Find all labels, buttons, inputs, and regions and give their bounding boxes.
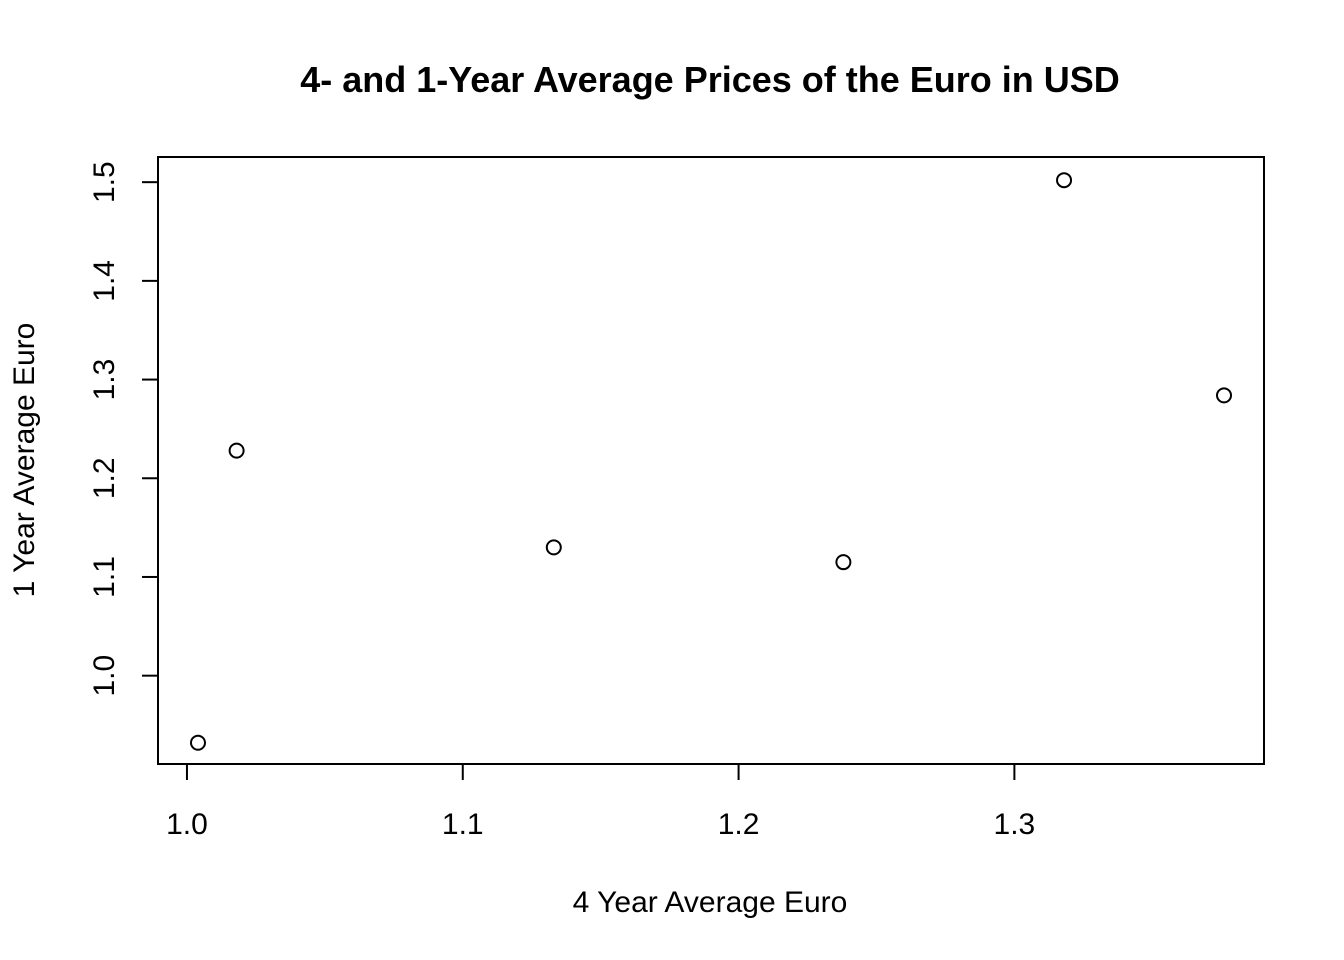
data-point — [545, 539, 562, 556]
data-point — [835, 554, 852, 571]
x-axis-label: 4 Year Average Euro — [573, 886, 848, 919]
y-tick-label: 1.4 — [88, 260, 121, 302]
x-tick-label: 1.1 — [442, 808, 484, 841]
y-tick-label: 1.2 — [88, 457, 121, 499]
y-tick-label: 1.1 — [88, 556, 121, 598]
data-point — [1216, 387, 1233, 404]
data-point — [189, 734, 206, 751]
x-tick-label: 1.3 — [994, 808, 1036, 841]
data-point — [228, 442, 245, 459]
y-tick-label: 1.0 — [88, 655, 121, 697]
x-tick-label: 1.2 — [718, 808, 760, 841]
plot-frame — [157, 156, 1265, 765]
y-tick-label: 1.3 — [88, 359, 121, 401]
x-tick-label: 1.0 — [166, 808, 208, 841]
chart-title: 4- and 1-Year Average Prices of the Euro… — [300, 59, 1120, 100]
x-axis: 1.0 1.1 1.2 1.3 — [166, 764, 1035, 841]
y-axis-label: 1 Year Average Euro — [8, 323, 41, 598]
data-point — [1056, 172, 1073, 189]
y-tick-label: 1.5 — [88, 161, 121, 203]
data-points — [189, 172, 1233, 751]
y-axis: 1.0 1.1 1.2 1.3 1.4 1.5 — [88, 161, 158, 697]
